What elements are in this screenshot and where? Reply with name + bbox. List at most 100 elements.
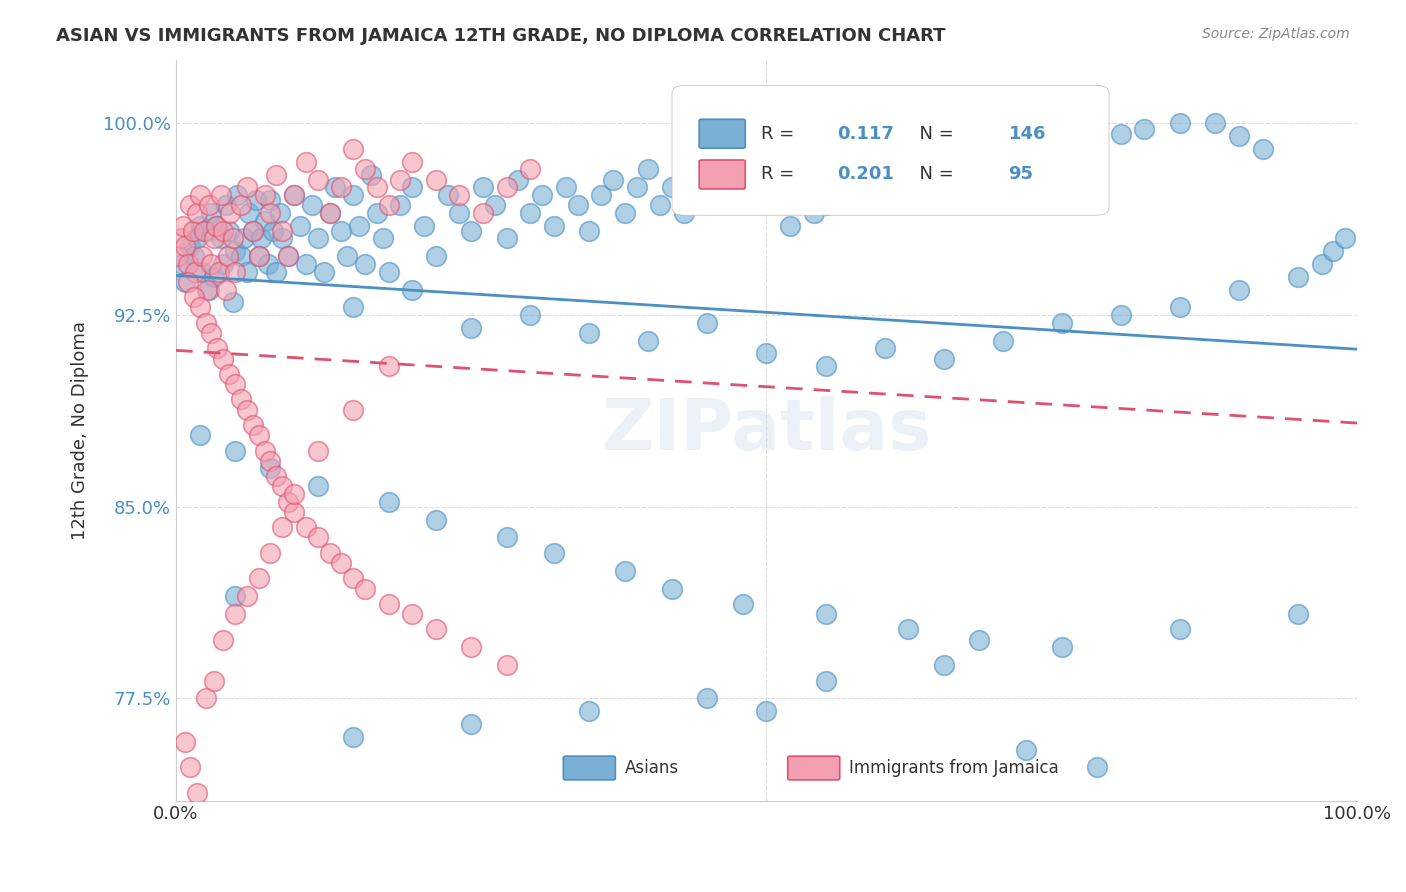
Point	[174, 275, 197, 289]
Text: N =: N =	[908, 165, 960, 184]
Point	[174, 735, 197, 749]
Text: Source: ZipAtlas.com: Source: ZipAtlas.com	[1202, 27, 1350, 41]
Point	[277, 494, 299, 508]
Point	[637, 162, 659, 177]
Point	[519, 206, 541, 220]
Point	[389, 172, 412, 186]
Text: ZIPatlas: ZIPatlas	[602, 396, 932, 465]
Point	[1204, 116, 1226, 130]
Point	[967, 632, 990, 647]
Point	[207, 342, 229, 356]
Point	[508, 172, 530, 186]
Point	[295, 257, 318, 271]
Point	[253, 213, 276, 227]
Point	[277, 249, 299, 263]
Point	[179, 760, 201, 774]
Point	[247, 249, 270, 263]
Point	[266, 168, 288, 182]
Point	[371, 231, 394, 245]
Point	[172, 219, 194, 233]
Point	[312, 265, 335, 279]
Point	[217, 249, 239, 263]
Point	[377, 359, 399, 374]
Point	[307, 530, 329, 544]
Point	[578, 326, 600, 340]
Point	[342, 142, 364, 156]
Point	[194, 224, 217, 238]
Point	[720, 188, 742, 202]
Point	[242, 224, 264, 238]
Point	[307, 479, 329, 493]
Point	[266, 265, 288, 279]
Point	[1322, 244, 1344, 259]
Point	[1015, 142, 1038, 156]
Point	[661, 180, 683, 194]
Point	[330, 224, 353, 238]
Point	[271, 231, 294, 245]
Point	[354, 582, 377, 596]
Point	[696, 316, 718, 330]
Point	[897, 154, 920, 169]
Text: 0.201: 0.201	[838, 165, 894, 184]
Point	[207, 219, 229, 233]
Point	[696, 691, 718, 706]
Point	[1050, 147, 1073, 161]
Point	[360, 168, 382, 182]
Point	[1109, 308, 1132, 322]
Point	[1050, 640, 1073, 655]
Point	[897, 623, 920, 637]
Point	[194, 316, 217, 330]
Point	[224, 589, 246, 603]
Point	[336, 249, 359, 263]
Point	[186, 231, 208, 245]
Point	[229, 198, 252, 212]
Point	[827, 180, 849, 194]
Point	[1050, 316, 1073, 330]
Point	[803, 206, 825, 220]
Point	[401, 283, 423, 297]
Point	[184, 265, 207, 279]
Point	[271, 520, 294, 534]
Point	[578, 704, 600, 718]
Point	[259, 206, 281, 220]
Point	[425, 249, 447, 263]
Point	[1227, 129, 1250, 144]
Y-axis label: 12th Grade, No Diploma: 12th Grade, No Diploma	[72, 320, 89, 540]
Text: Immigrants from Jamaica: Immigrants from Jamaica	[849, 759, 1059, 777]
FancyBboxPatch shape	[699, 120, 745, 148]
Point	[212, 224, 235, 238]
Point	[283, 188, 305, 202]
Point	[377, 198, 399, 212]
Point	[288, 219, 311, 233]
Point	[814, 673, 837, 688]
Point	[991, 334, 1014, 348]
Point	[1085, 136, 1108, 151]
Point	[849, 162, 872, 177]
Point	[342, 571, 364, 585]
Point	[755, 704, 778, 718]
Point	[224, 607, 246, 621]
Point	[214, 283, 236, 297]
Point	[472, 180, 495, 194]
Point	[543, 546, 565, 560]
Point	[389, 198, 412, 212]
Point	[307, 443, 329, 458]
Text: R =: R =	[761, 125, 800, 143]
Text: N =: N =	[908, 125, 960, 143]
Point	[262, 224, 284, 238]
Point	[193, 224, 215, 238]
Point	[495, 658, 517, 673]
Point	[194, 691, 217, 706]
Point	[1334, 231, 1357, 245]
Point	[212, 257, 235, 271]
Point	[1286, 607, 1309, 621]
Point	[218, 224, 240, 238]
Point	[554, 180, 576, 194]
Point	[307, 172, 329, 186]
Point	[1251, 142, 1274, 156]
Point	[967, 162, 990, 177]
Point	[330, 180, 353, 194]
Point	[202, 231, 225, 245]
Point	[1310, 257, 1333, 271]
Text: ASIAN VS IMMIGRANTS FROM JAMAICA 12TH GRADE, NO DIPLOMA CORRELATION CHART: ASIAN VS IMMIGRANTS FROM JAMAICA 12TH GR…	[56, 27, 946, 45]
